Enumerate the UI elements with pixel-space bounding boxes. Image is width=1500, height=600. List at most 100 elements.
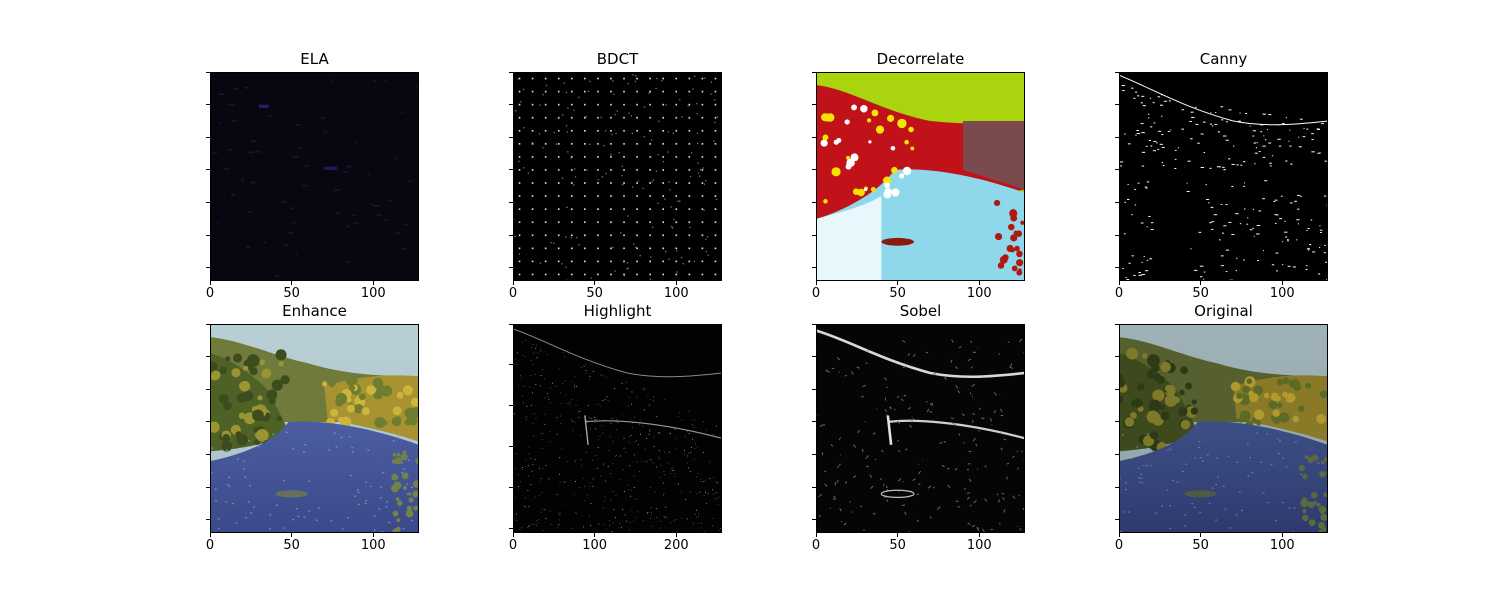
y-tick [509,405,513,407]
x-tick [897,281,899,285]
y-tick [812,323,816,325]
image-canvas [210,72,419,281]
x-tick-label: 100 [966,538,992,553]
subplot-title: Original [1194,302,1253,320]
y-tick [509,71,513,73]
x-tick [291,533,293,537]
y-tick [812,267,816,269]
y-tick [812,169,816,171]
y-tick [1115,104,1119,106]
x-tick [978,533,980,537]
x-tick-label: 50 [889,538,906,553]
y-tick [1115,421,1119,423]
y-tick [206,421,210,423]
y-tick [206,454,210,456]
y-tick [1115,136,1119,138]
subplot-image [210,72,419,281]
subplot-title: Canny [1199,50,1248,68]
y-tick [812,136,816,138]
subplot-image [1119,324,1328,533]
y-tick [1115,454,1119,456]
y-tick [206,267,210,269]
x-tick-label: 100 [360,286,386,301]
x-tick [512,533,514,537]
x-tick-label: 50 [283,286,300,301]
subplot-image [816,324,1025,533]
y-tick [206,234,210,236]
y-tick [1115,234,1119,236]
y-tick [1115,71,1119,73]
y-tick [1115,267,1119,269]
y-tick [1115,388,1119,390]
y-tick [812,202,816,204]
y-tick [509,202,513,204]
x-tick [1118,281,1120,285]
y-tick [206,519,210,521]
y-tick [206,356,210,358]
image-canvas [513,324,722,533]
y-tick [1115,519,1119,521]
x-tick [1200,533,1202,537]
x-tick-label: 100 [966,286,992,301]
subplot-title: Sobel [899,302,942,320]
subplot-image [513,324,722,533]
x-tick [512,281,514,285]
y-tick [1115,169,1119,171]
x-tick [1281,533,1283,537]
y-tick [509,445,513,447]
x-tick [1118,533,1120,537]
x-tick-label: 100 [1269,286,1295,301]
x-tick-label: 0 [1114,538,1124,553]
y-tick [812,421,816,423]
y-tick [206,104,210,106]
x-tick [897,533,899,537]
subplot-title: BDCT [596,50,639,68]
y-tick [206,486,210,488]
x-tick-label: 100 [663,286,689,301]
y-tick [509,267,513,269]
x-tick [675,533,677,537]
x-tick-label: 100 [360,538,386,553]
x-tick [372,281,374,285]
y-tick [812,454,816,456]
y-tick [509,169,513,171]
subplot-image [1119,72,1328,281]
y-tick [509,234,513,236]
x-tick-label: 100 [582,538,608,553]
image-canvas [1119,324,1328,533]
y-tick [812,388,816,390]
x-tick [372,533,374,537]
y-tick [206,169,210,171]
image-canvas [210,324,419,533]
y-tick [1115,202,1119,204]
y-tick [206,202,210,204]
x-tick [675,281,677,285]
y-tick [206,323,210,325]
image-canvas [816,72,1025,281]
x-tick-label: 0 [508,538,518,553]
x-tick-label: 0 [1114,286,1124,301]
x-tick [209,281,211,285]
y-tick [509,527,513,529]
subplot-image [513,72,722,281]
y-tick [812,356,816,358]
y-tick [509,136,513,138]
subplot-title: Enhance [282,302,347,320]
x-tick-label: 50 [586,286,603,301]
y-tick [812,234,816,236]
x-tick-label: 50 [283,538,300,553]
x-tick [594,281,596,285]
x-tick [209,533,211,537]
y-tick [1115,323,1119,325]
y-tick [509,323,513,325]
x-tick-label: 50 [1192,538,1209,553]
subplot-image [210,324,419,533]
y-tick [812,71,816,73]
image-canvas [816,324,1025,533]
y-tick [509,364,513,366]
y-tick [509,486,513,488]
x-tick-label: 50 [1192,286,1209,301]
x-tick-label: 0 [811,538,821,553]
y-tick [206,71,210,73]
y-tick [509,104,513,106]
